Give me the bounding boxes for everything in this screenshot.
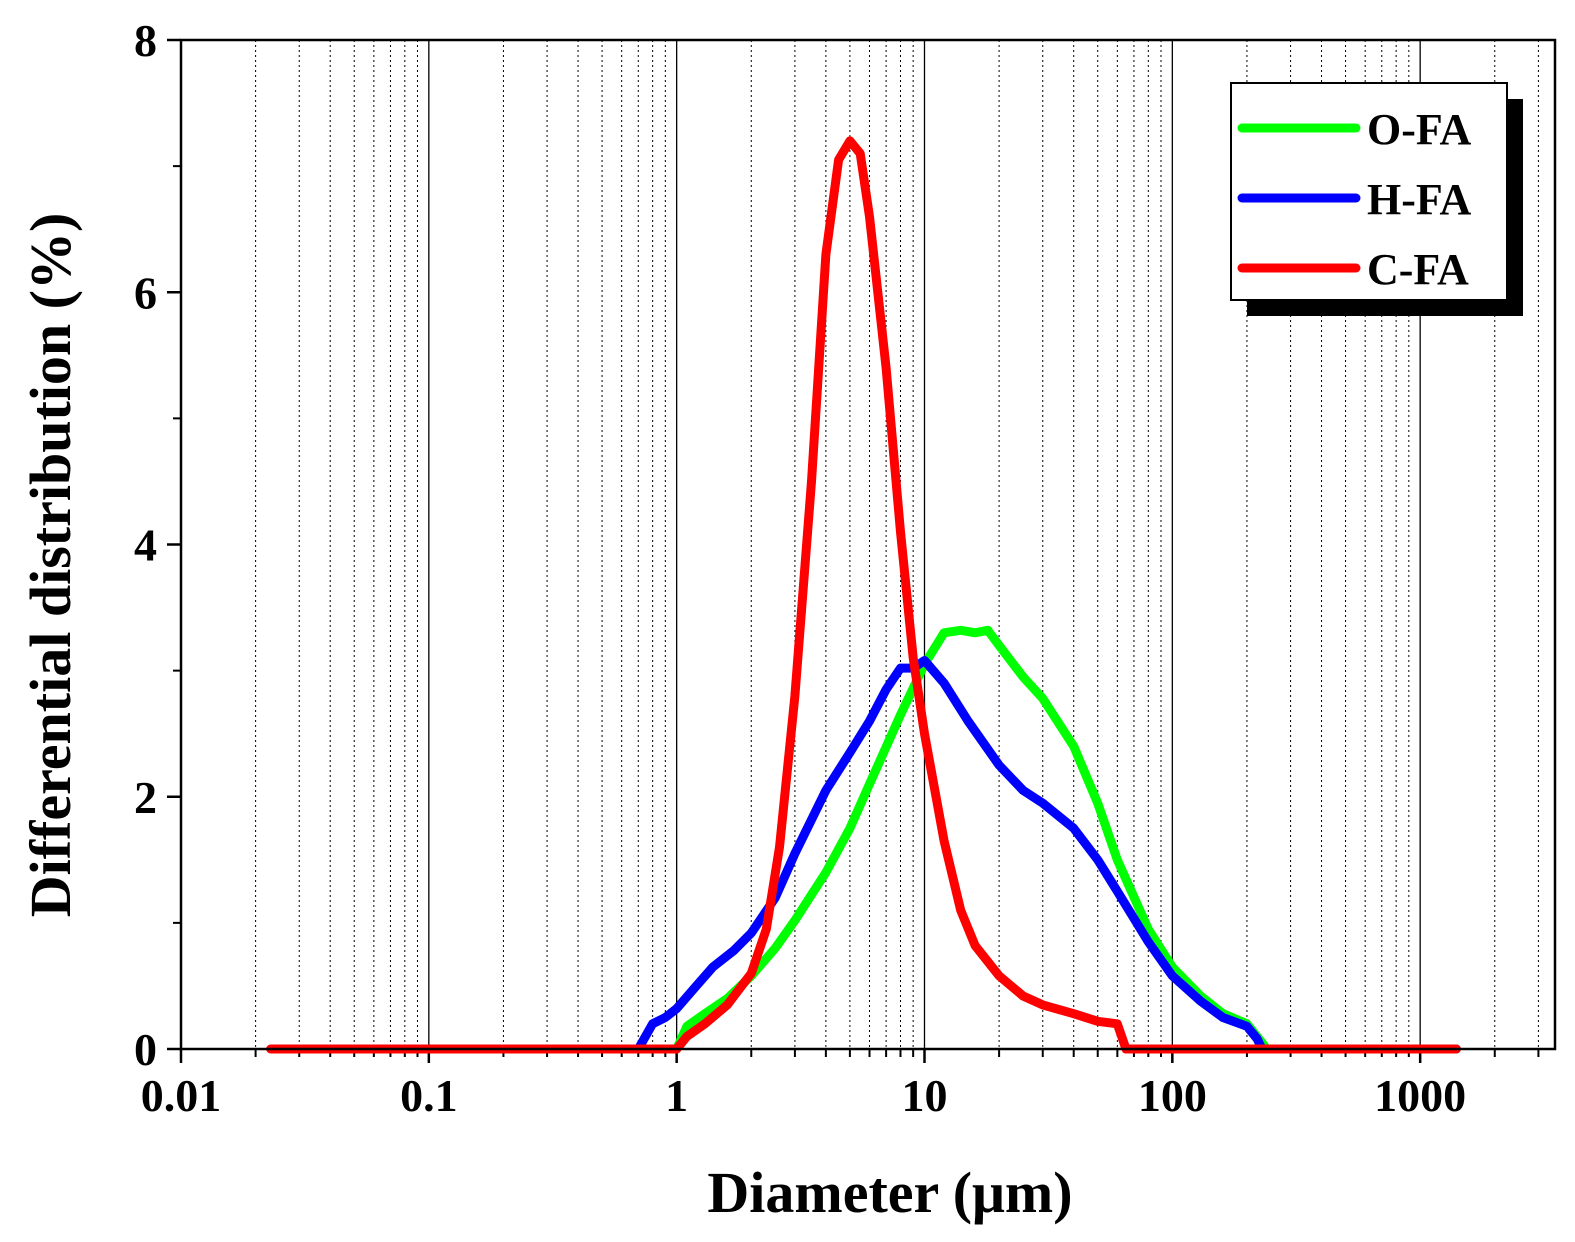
- y-tick-label: 4: [134, 520, 157, 571]
- x-axis-title: Diameter (μm): [707, 1160, 1072, 1225]
- tick-labels-layer: 0.01 0.1 1 10 100 1000 0 2 4 6 8: [134, 15, 1466, 1121]
- y-tick-label: 2: [134, 772, 157, 823]
- legend: O-FA H-FA C-FA: [1230, 82, 1523, 316]
- legend-label-h-fa: H-FA: [1367, 175, 1471, 224]
- legend-label-c-fa: C-FA: [1367, 245, 1469, 294]
- x-tick-label: 100: [1138, 1070, 1207, 1121]
- plot-area-frame: [179, 38, 1557, 1051]
- series-line-h-fa: [633, 656, 1461, 1054]
- x-tick-label: 0.1: [400, 1070, 458, 1121]
- x-tick-label: 0.01: [141, 1070, 222, 1121]
- grid-layer: [255, 40, 1539, 1049]
- legend-label-o-fa: O-FA: [1367, 105, 1471, 154]
- series-line-c-fa: [266, 136, 1461, 1054]
- y-tick-label: 0: [134, 1024, 157, 1075]
- x-tick-label: 1000: [1374, 1070, 1466, 1121]
- y-tick-label: 6: [134, 267, 157, 318]
- x-tick-label: 1: [665, 1070, 688, 1121]
- y-tick-label: 8: [134, 15, 157, 66]
- series-layer: [266, 136, 1461, 1054]
- x-tick-label: 10: [901, 1070, 947, 1121]
- y-axis-title: Differential distribution (%): [18, 213, 83, 918]
